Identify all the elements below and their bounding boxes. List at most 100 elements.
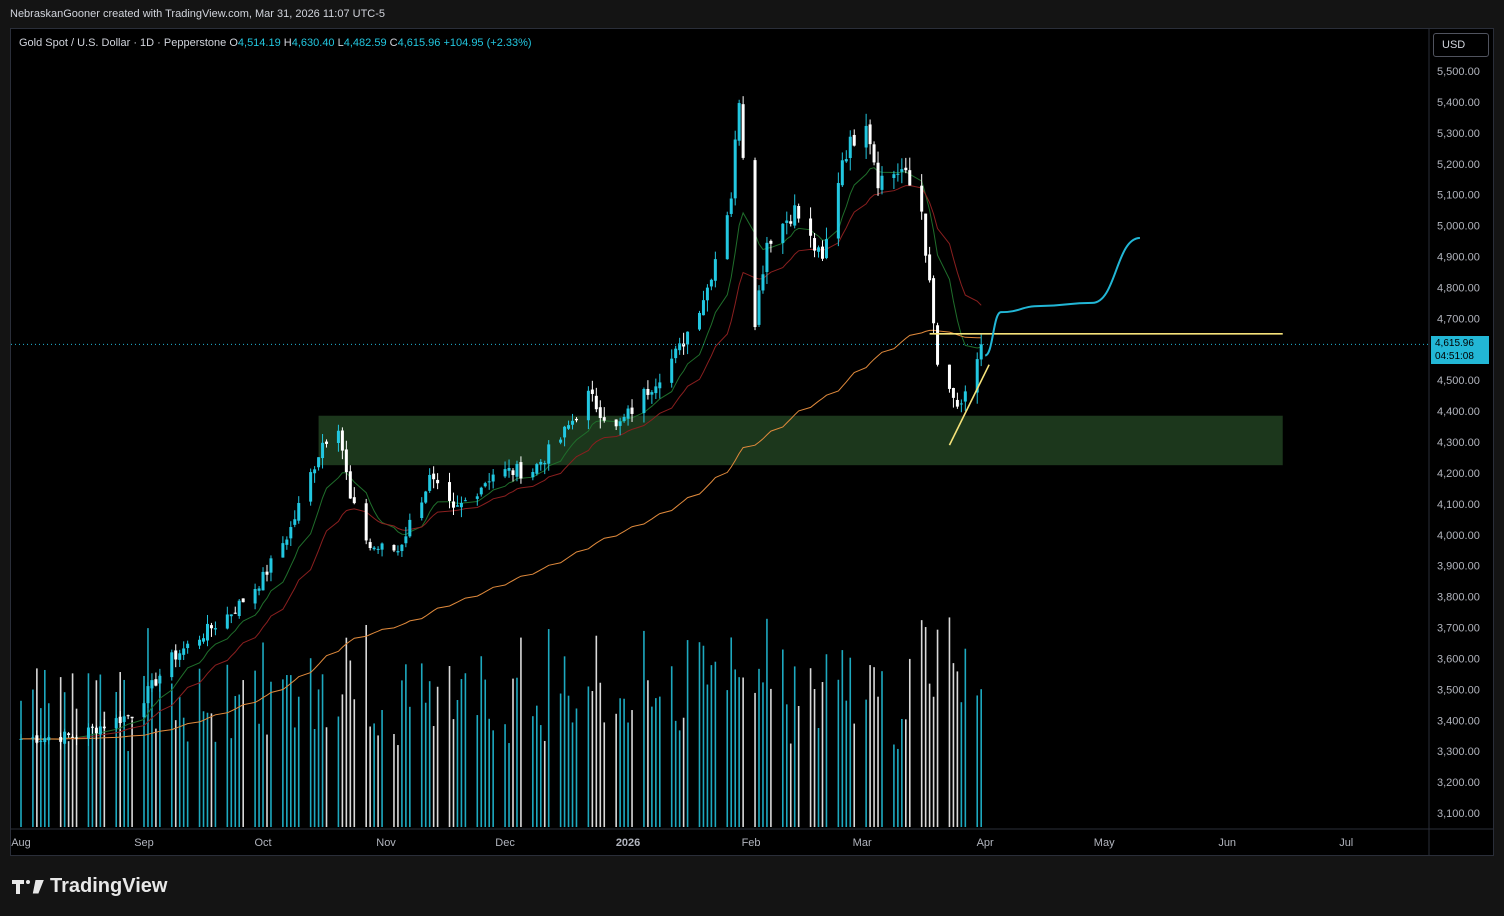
volume-bar (313, 729, 316, 827)
volume-bar (186, 741, 189, 827)
candle-body (586, 390, 590, 421)
candle-body (602, 417, 606, 421)
volume-bar (428, 681, 431, 827)
y-tick-label: 3,900.00 (1437, 561, 1480, 573)
y-tick-label: 3,400.00 (1437, 715, 1480, 727)
candle-body (571, 420, 575, 425)
candle-body (868, 124, 872, 145)
volume-bar (377, 735, 379, 827)
candle-body (39, 740, 43, 742)
volume-bar (254, 670, 256, 827)
x-tick-label: Nov (376, 837, 396, 849)
volume-bar (206, 712, 209, 827)
volume-bar (504, 724, 506, 827)
volume-bar (95, 680, 98, 827)
volume-bar (282, 679, 284, 827)
support-trendline (948, 364, 990, 446)
candle-body (678, 343, 682, 351)
candle-body (793, 205, 797, 226)
volume-bar (782, 649, 784, 827)
volume-bar (920, 620, 923, 827)
volume-bar (202, 711, 205, 827)
volume-bar (452, 719, 455, 827)
volume-bar (63, 692, 66, 827)
volume-bar (575, 708, 578, 827)
candle-body (225, 614, 229, 629)
volume-bar (952, 663, 955, 827)
y-tick-label: 5,000.00 (1437, 221, 1480, 233)
volume-bar (119, 672, 121, 827)
volume-bar (127, 751, 129, 827)
volume-bar (393, 734, 395, 827)
candle-body (813, 238, 817, 251)
candle-body (670, 358, 674, 383)
candle-body (233, 612, 237, 614)
volume-bar (266, 734, 268, 827)
candle-body (979, 344, 983, 360)
candle-body (293, 519, 297, 525)
x-tick-label: 2026 (616, 837, 640, 849)
candle-body (729, 198, 733, 214)
candle-body (975, 359, 979, 393)
ema-fast-line (20, 167, 982, 741)
volume-bar (432, 726, 435, 827)
volume-bar (238, 694, 241, 827)
volume-bar (234, 696, 237, 827)
candle-body (817, 247, 821, 252)
y-tick-label: 4,700.00 (1437, 313, 1480, 325)
candle-body (178, 653, 182, 660)
price-chart[interactable]: 5,500.00 5,400.00 5,300.00 5,200.00 5,100.00… (11, 29, 1493, 855)
candle-body (955, 399, 959, 407)
candle-body (35, 735, 39, 743)
volume-bar (258, 723, 260, 827)
volume-bar (99, 674, 102, 827)
candle-body (959, 403, 963, 405)
candle-body (701, 300, 705, 316)
volume-bar (563, 656, 566, 827)
candle-body (475, 496, 479, 499)
volume-bar (817, 728, 820, 827)
volume-bar (226, 664, 229, 827)
volume-bar (571, 722, 574, 827)
candle-body (130, 716, 134, 719)
chart-panel[interactable]: 5,500.00 5,400.00 5,300.00 5,200.00 5,100.00… (10, 28, 1494, 856)
candle-body (142, 703, 146, 718)
volume-bar (170, 683, 173, 827)
candle-body (797, 206, 801, 219)
volume-bar (821, 682, 824, 827)
candle-body (769, 240, 773, 244)
volume-bar (270, 681, 272, 827)
volume-bar (837, 679, 840, 827)
volume-bar (766, 618, 768, 827)
currency-button[interactable]: USD (1433, 33, 1489, 57)
candle-body (19, 738, 23, 740)
volume-bar (484, 679, 487, 827)
tradingview-brand[interactable]: TradingView (12, 875, 167, 898)
volume-bar (893, 744, 895, 827)
volume-bar (401, 680, 403, 827)
y-tick-label: 5,300.00 (1437, 128, 1480, 140)
candle-body (852, 134, 856, 146)
candle-body (844, 159, 848, 162)
candle-body (455, 505, 459, 507)
volume-bar (174, 720, 177, 827)
volume-bar (651, 706, 653, 827)
volume-bar (659, 696, 661, 827)
volume-bar (460, 679, 463, 827)
candle-body (321, 442, 325, 459)
candle-body (725, 215, 729, 260)
candle-body (531, 472, 535, 478)
volume-bar (897, 748, 899, 827)
y-tick-label: 3,200.00 (1437, 777, 1480, 789)
x-tick-label: Aug (11, 837, 31, 849)
y-tick-label: 3,700.00 (1437, 623, 1480, 635)
candle-body (574, 418, 578, 421)
volume-bar (286, 675, 288, 827)
candle-body (686, 331, 690, 345)
candle-body (626, 408, 630, 419)
candle-body (90, 726, 94, 728)
candle-body (209, 625, 213, 629)
volume-bar (480, 656, 483, 827)
candle-body (404, 536, 408, 544)
candle-body (325, 441, 329, 444)
